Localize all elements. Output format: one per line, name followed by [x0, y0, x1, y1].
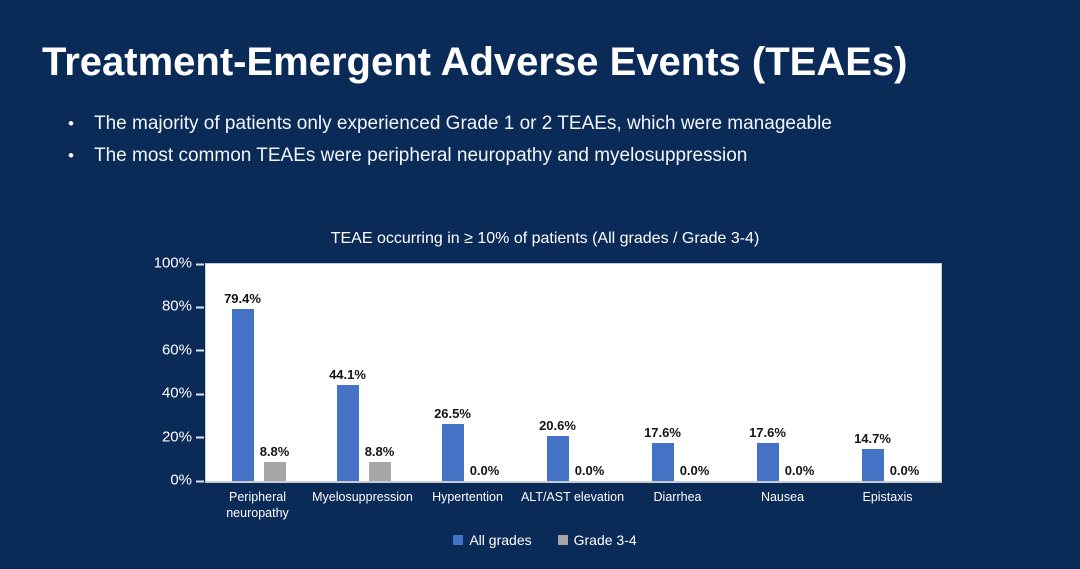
bar-all-grades [231, 308, 254, 481]
bar-value-label: 20.6% [539, 418, 576, 434]
bar-grade-3-4 [263, 461, 286, 481]
bar-group: 17.6% 0.0% [731, 264, 836, 481]
bar-unit: 8.8% [259, 264, 290, 481]
legend-label: All grades [469, 532, 532, 548]
bar-value-label: 14.7% [854, 431, 891, 447]
bar-value-label: 0.0% [784, 463, 815, 478]
bar-all-grades [441, 423, 464, 481]
bullet-item-2: The most common TEAEs were peripheral ne… [64, 140, 832, 172]
bar-unit: 17.6% [749, 264, 786, 481]
bar-unit: 0.0% [784, 264, 815, 481]
bar-group: 20.6% 0.0% [521, 264, 626, 481]
bar-unit: 0.0% [469, 264, 500, 481]
plot-area: 79.4% 8.8% 44.1% 8.8% 26.5% 0.0% 20.6% 0.0% 17.6… [205, 263, 942, 483]
bar-chart: 100% 80% 60% 40% 20% 0% 79.4% 8.8% 44.1% 8.8% 26.… [150, 255, 942, 563]
bar-group: 26.5% 0.0% [416, 264, 521, 481]
bar-value-label: 17.6% [644, 424, 681, 440]
bar-unit: 0.0% [889, 264, 920, 481]
bar-value-label: 17.6% [749, 424, 786, 440]
y-axis-tick-label: 100% [153, 254, 205, 272]
y-axis-tick-label: 20% [161, 428, 205, 446]
bar-unit: 26.5% [434, 264, 471, 481]
x-axis-category-label: Peripheral neuropathy [226, 490, 289, 521]
legend-swatch [557, 535, 568, 545]
x-axis-category-label: ALT/AST elevation [520, 490, 625, 504]
x-axis-category-label: Epistaxis [862, 490, 913, 504]
x-axis-category-label: Nausea [760, 490, 805, 504]
bar-value-label: 0.0% [889, 463, 920, 478]
y-axis-tick-label: 80% [161, 297, 205, 315]
bar-value-label: 79.4% [224, 290, 261, 306]
bullet-list: The majority of patients only experience… [64, 108, 832, 172]
x-axis-category-label: Diarrhea [653, 490, 702, 504]
y-axis-tick-label: 40% [161, 384, 205, 402]
y-axis: 100% 80% 60% 40% 20% 0% [150, 255, 205, 489]
bar-group: 17.6% 0.0% [626, 264, 731, 481]
bar-value-label: 8.8% [259, 443, 290, 459]
bar-unit: 0.0% [679, 264, 710, 481]
legend-item: Grade 3-4 [557, 532, 637, 548]
bar-all-grades [756, 442, 779, 481]
chart-title: TEAE occurring in ≥ 10% of patients (All… [330, 230, 760, 247]
slide-title: Treatment-Emergent Adverse Events (TEAEs… [42, 40, 908, 84]
bar-value-label: 0.0% [469, 463, 500, 478]
x-axis-labels: Peripheral neuropathy Myelosuppression Hyp… [205, 489, 940, 522]
bar-all-grades [546, 436, 569, 481]
bar-unit: 14.7% [854, 264, 891, 481]
y-axis-tick-label: 60% [161, 341, 205, 359]
bar-value-label: 26.5% [434, 405, 471, 421]
y-axis-tick-label: 0% [170, 471, 204, 489]
bar-value-label: 44.1% [329, 367, 366, 383]
legend: All grades Grade 3-4 [150, 532, 940, 548]
bar-unit: 17.6% [644, 264, 681, 481]
x-axis-category-label: Hypertention [432, 490, 503, 504]
bar-grade-3-4 [368, 461, 391, 481]
bar-group: 14.7% 0.0% [836, 264, 941, 481]
bar-all-grades [861, 449, 884, 481]
bullet-item-1: The majority of patients only experience… [64, 108, 832, 140]
x-axis-category-label: Myelosuppression [312, 490, 413, 504]
bar-unit: 79.4% [224, 264, 261, 481]
legend-swatch [453, 535, 464, 545]
bar-unit: 44.1% [329, 264, 366, 481]
bar-all-grades [336, 385, 359, 481]
bar-unit: 0.0% [574, 264, 605, 481]
bar-value-label: 8.8% [364, 443, 395, 459]
bar-value-label: 0.0% [574, 463, 605, 478]
bar-value-label: 0.0% [679, 463, 710, 478]
legend-label: Grade 3-4 [573, 532, 637, 548]
bar-unit: 20.6% [539, 264, 576, 481]
legend-item: All grades [453, 532, 532, 548]
bar-group: 44.1% 8.8% [311, 264, 416, 481]
bar-group: 79.4% 8.8% [206, 264, 311, 481]
bar-unit: 8.8% [364, 264, 395, 481]
bar-all-grades [651, 442, 674, 481]
